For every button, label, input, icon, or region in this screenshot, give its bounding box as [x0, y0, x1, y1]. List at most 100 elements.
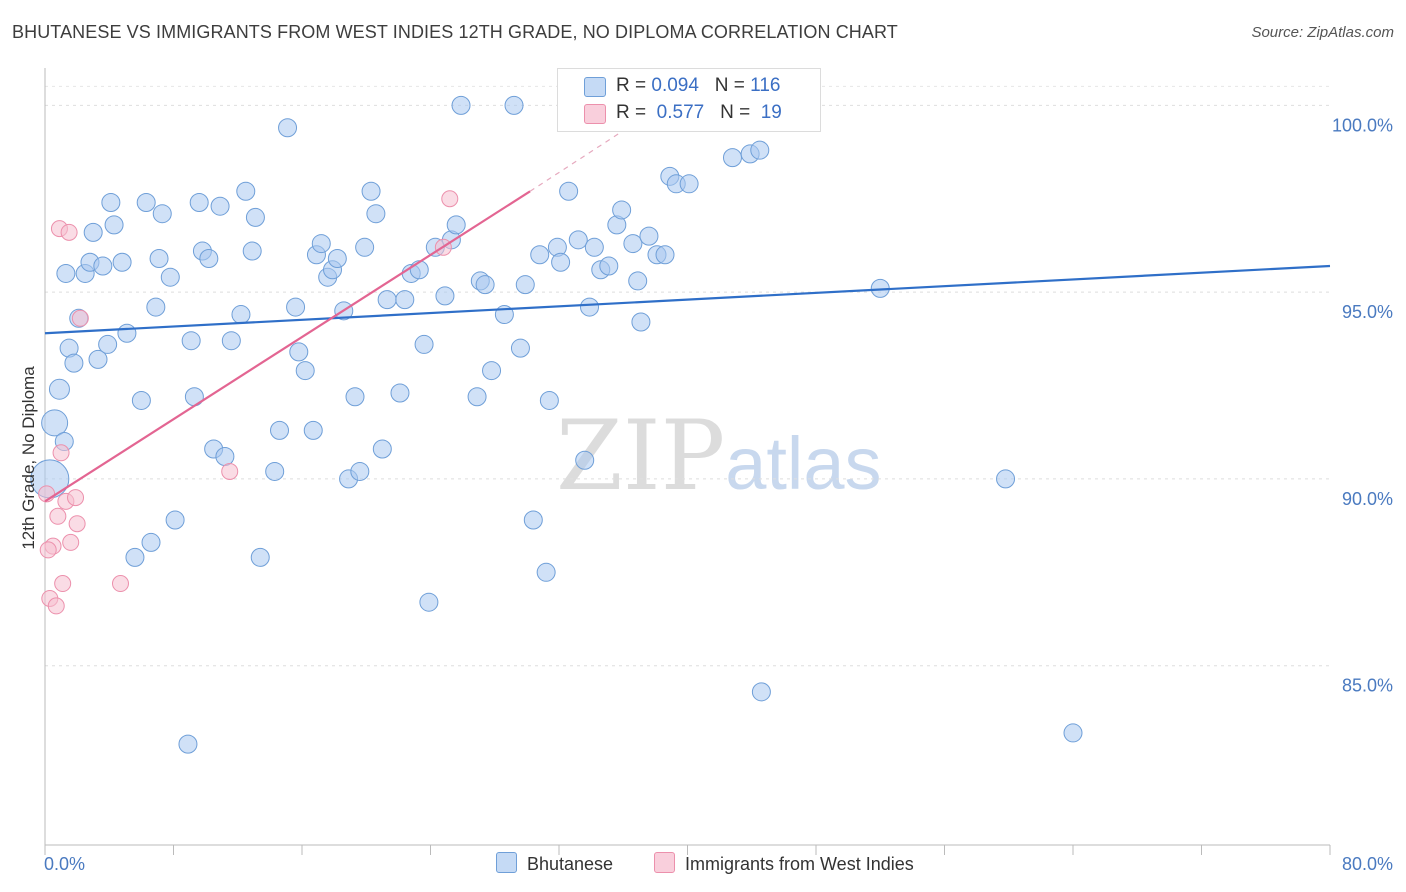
bhutanese-point [160, 267, 180, 287]
r-value-west-indies: 0.577 [656, 102, 705, 123]
west-indies-point [52, 444, 70, 462]
y-tick-label-100: 100.0% [1332, 115, 1393, 135]
x-tick-label-max: 80.0% [1342, 854, 1393, 874]
n-value-bhutanese: 116 [750, 75, 781, 96]
bhutanese-point [612, 200, 632, 220]
stats-legend: R = 0.094 N = 116 R = 0.577 N = 19 [557, 68, 821, 132]
y-axis-label: 12th Grade, No Diploma [19, 366, 38, 550]
x-tick-label-min: 0.0% [44, 854, 85, 874]
bottom-legend-label: Bhutanese [527, 854, 614, 874]
west-indies-point [49, 507, 67, 525]
bhutanese-point [539, 390, 559, 410]
bhutanese-point [64, 353, 84, 373]
bhutanese-point [231, 305, 251, 325]
bhutanese-point [419, 592, 439, 612]
bhutanese-point [751, 682, 771, 702]
n-label: N = [714, 75, 745, 96]
bhutanese-point [523, 510, 543, 530]
bhutanese-point [48, 378, 70, 400]
r-label: R = [616, 102, 647, 123]
source-label: Source: ZipAtlas.com [1251, 24, 1394, 41]
tick-labels: 85.0% 90.0% 95.0% 100.0% 0.0% 80.0% [44, 115, 1393, 874]
bottom-swatch-blue [496, 852, 517, 873]
bhutanese-point [679, 174, 699, 194]
bhutanese-point [510, 338, 530, 358]
bhutanese-point [286, 297, 306, 317]
bhutanese-point [215, 447, 235, 466]
grid-lines [45, 85, 1330, 667]
west-indies-point [221, 462, 239, 480]
bhutanese-point [242, 241, 262, 261]
bhutanese-point [265, 461, 285, 481]
bottom-swatch-pink [654, 852, 675, 873]
bhutanese-point [199, 249, 219, 269]
bhutanese-point [1063, 723, 1083, 743]
bhutanese-point [131, 390, 151, 410]
bhutanese-point [311, 234, 331, 254]
bhutanese-point [178, 734, 198, 754]
west-indies-points [38, 190, 459, 615]
bhutanese-point [152, 204, 172, 224]
west-indies-point [39, 541, 57, 559]
bhutanese-point [584, 237, 604, 257]
bhutanese-point [327, 249, 347, 269]
west-indies-point [441, 190, 459, 208]
bhutanese-point [599, 256, 619, 276]
west-indies-point [111, 575, 129, 593]
bhutanese-point [165, 510, 185, 530]
bhutanese-point [355, 237, 375, 257]
bhutanese-point [395, 290, 415, 310]
bottom-legend-west-indies: Immigrants from West Indies [654, 852, 914, 875]
bhutanese-point [98, 334, 118, 354]
bhutanese-point [536, 562, 556, 582]
west-indies-point [60, 223, 78, 241]
bhutanese-point [149, 249, 169, 269]
bhutanese-point [655, 245, 675, 265]
r-value-bhutanese: 0.094 [651, 75, 699, 96]
bhutanese-point [210, 196, 230, 216]
chart-title: BHUTANESE VS IMMIGRANTS FROM WEST INDIES… [12, 22, 898, 42]
bhutanese-point [181, 331, 201, 351]
bhutanese-point [221, 331, 241, 351]
n-label: N = [720, 102, 751, 123]
bhutanese-point [409, 260, 429, 280]
west-indies-trend-line [44, 190, 531, 503]
bhutanese-point [88, 349, 108, 369]
bhutanese-point [250, 547, 270, 567]
bottom-legend-bhutanese: Bhutanese [496, 852, 613, 875]
watermark-atlas: atlas [725, 422, 882, 505]
bottom-legend-label: Immigrants from West Indies [685, 854, 914, 874]
west-indies-point [62, 533, 80, 551]
bhutanese-point [83, 222, 103, 242]
bhutanese-point [722, 148, 742, 168]
bhutanese-point [345, 387, 365, 407]
bhutanese-point [750, 140, 770, 160]
bhutanese-point [467, 387, 487, 407]
bhutanese-point [278, 118, 298, 138]
axes [44, 68, 1331, 855]
bhutanese-point [568, 230, 588, 250]
bhutanese-point [377, 290, 397, 310]
bhutanese-point [101, 192, 121, 212]
legend-swatch-pink [584, 104, 606, 124]
bhutanese-point [475, 275, 495, 295]
bhutanese-point [575, 450, 595, 470]
west-indies-point [47, 597, 65, 615]
legend-swatch-blue [584, 77, 606, 97]
bhutanese-point [104, 215, 124, 235]
bhutanese-point [639, 226, 659, 246]
bhutanese-point [504, 95, 524, 115]
bhutanese-point [189, 192, 209, 212]
bhutanese-point [366, 204, 386, 224]
bhutanese-point [530, 245, 550, 265]
bhutanese-point [93, 256, 113, 276]
bhutanese-point [482, 361, 502, 381]
y-tick-label-90: 90.0% [1342, 489, 1393, 509]
bhutanese-point [295, 361, 315, 381]
bhutanese-point [117, 323, 137, 343]
bhutanese-point [289, 342, 309, 362]
west-indies-point [67, 489, 85, 507]
bhutanese-point [435, 286, 455, 306]
bhutanese-point [451, 95, 471, 115]
bhutanese-point [245, 207, 265, 227]
